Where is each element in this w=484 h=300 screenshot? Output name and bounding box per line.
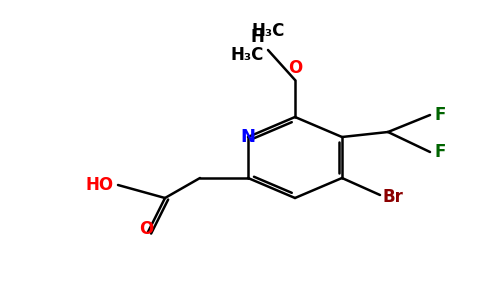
Text: HO: HO — [86, 176, 114, 194]
Text: N: N — [241, 128, 256, 146]
Text: H: H — [250, 28, 264, 46]
Text: O: O — [288, 59, 302, 77]
Text: Br: Br — [383, 188, 404, 206]
Text: H₃C: H₃C — [251, 22, 285, 40]
Text: F: F — [434, 106, 445, 124]
Text: O: O — [139, 220, 153, 238]
Text: F: F — [434, 143, 445, 161]
Text: H₃C: H₃C — [230, 46, 264, 64]
